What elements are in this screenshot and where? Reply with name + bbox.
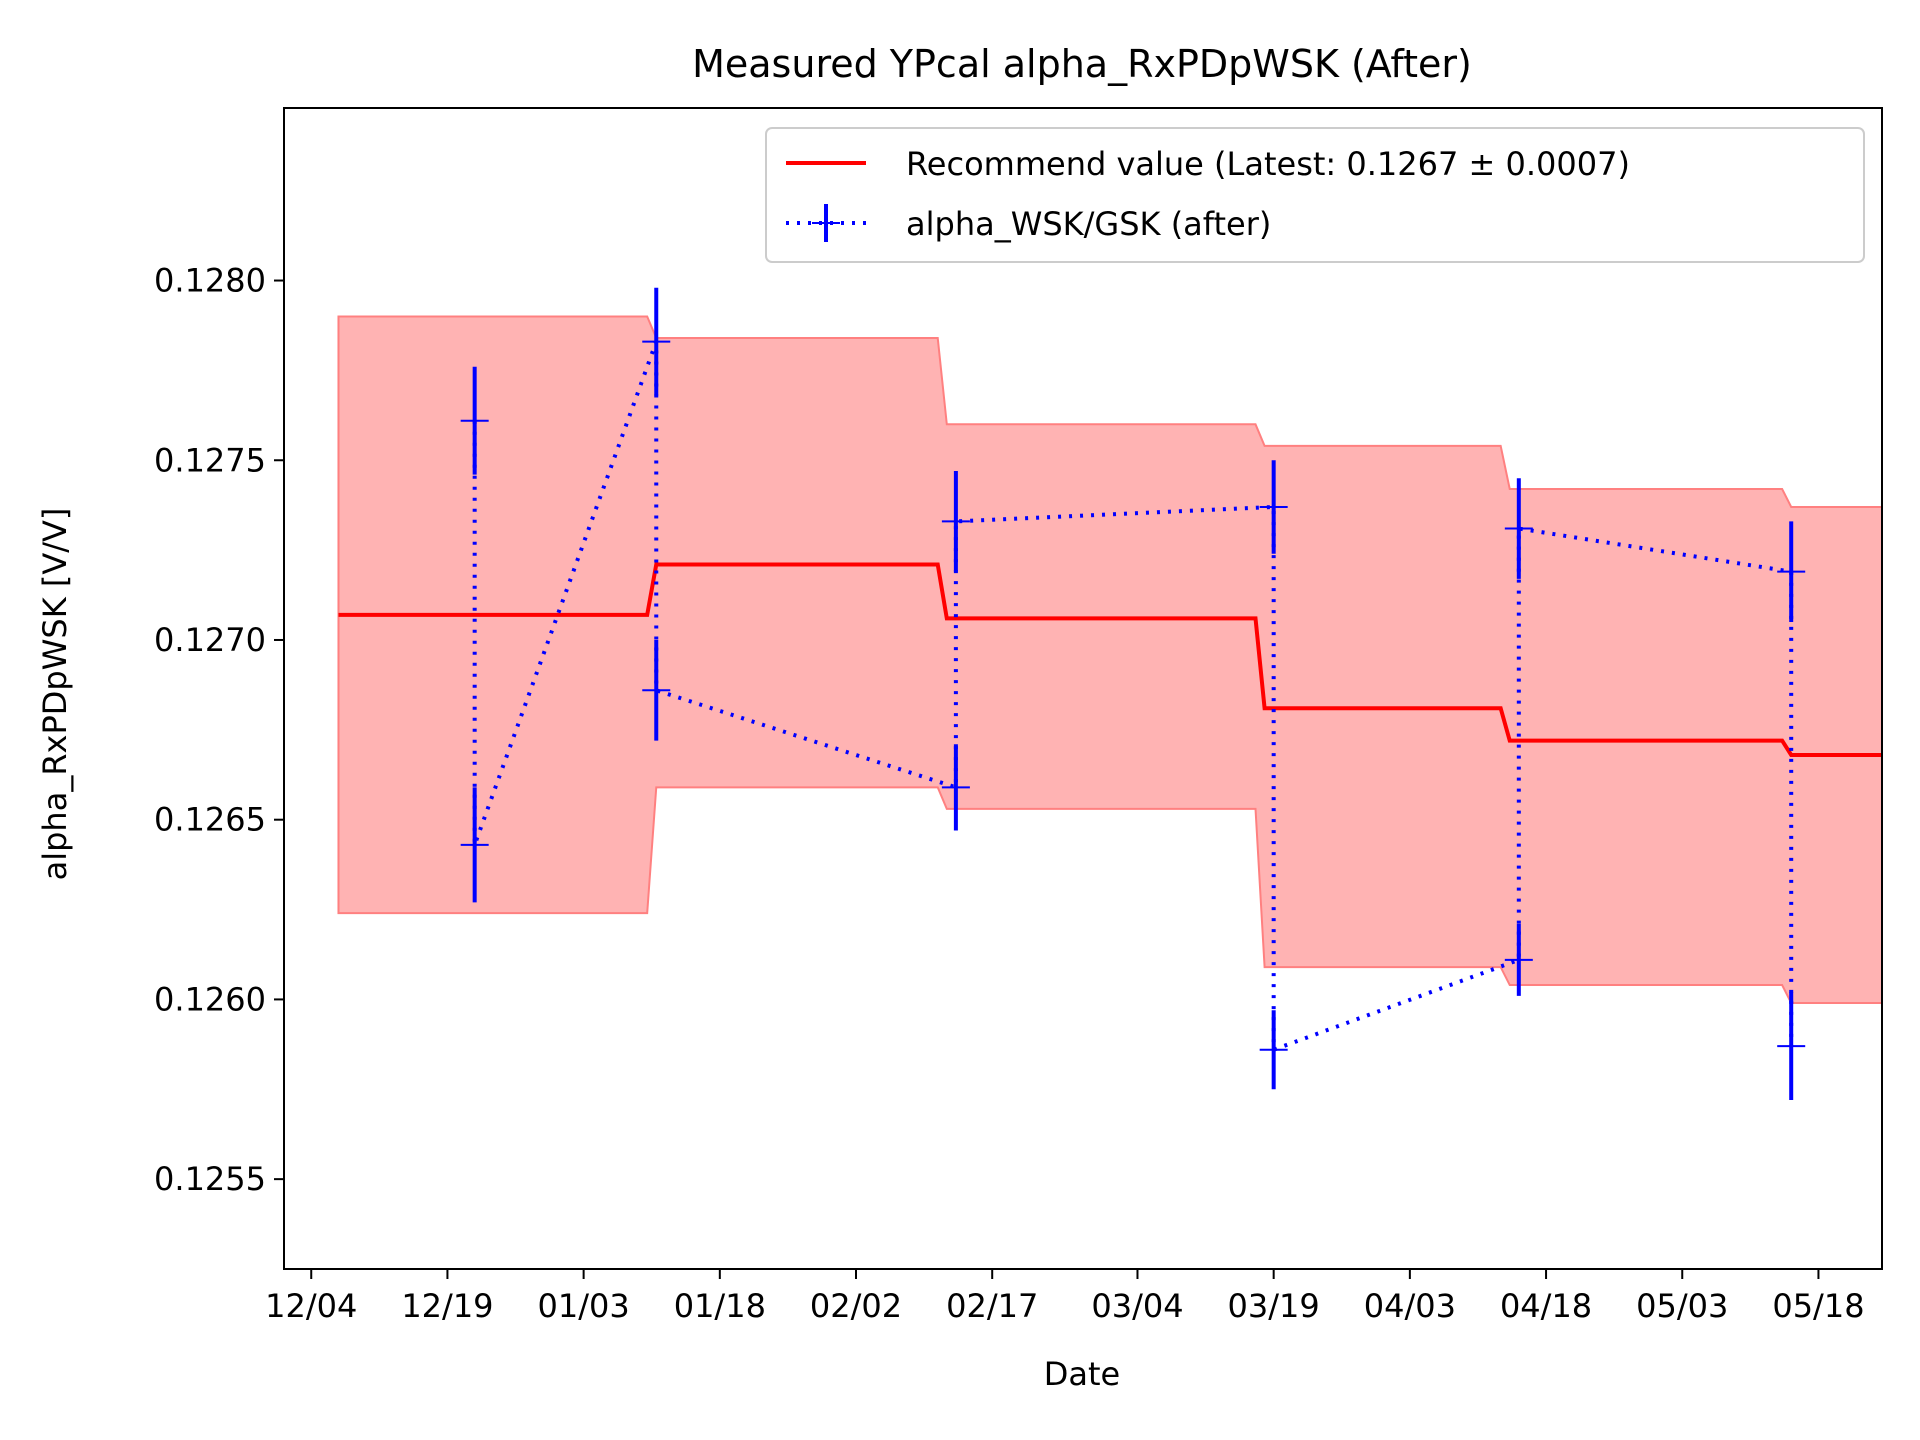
data-point-6 <box>1259 460 1288 554</box>
x-tick-label-9: 04/18 <box>1500 1287 1592 1325</box>
y-axis-label: alpha_RxPDpWSK [V/V] <box>36 508 74 881</box>
y-tick-label-4: 0.1275 <box>154 441 266 479</box>
x-tick-label-3: 01/18 <box>674 1287 766 1325</box>
data-point-8 <box>1504 923 1533 996</box>
data-point-1 <box>460 787 489 903</box>
data-point-3 <box>642 639 671 741</box>
data-point-10 <box>1777 521 1806 623</box>
legend-label-recommend: Recommend value (Latest: 0.1267 ± 0.0007… <box>906 145 1630 183</box>
data-point-11 <box>1777 992 1806 1101</box>
x-tick-label-5: 02/17 <box>946 1287 1038 1325</box>
axes-frame <box>283 107 1883 1270</box>
measurement-layer <box>460 287 1806 1101</box>
legend-box <box>765 127 1865 263</box>
y-tick-label-5: 0.1280 <box>154 262 266 300</box>
legend: Recommend value (Latest: 0.1267 ± 0.0007… <box>765 127 1865 263</box>
y-axis: 0.1255 0.1260 0.1265 0.1270 0.1275 0.1280 <box>154 262 284 1198</box>
x-tick-label-11: 05/18 <box>1772 1287 1864 1325</box>
data-point-4 <box>941 744 970 831</box>
data-point-5 <box>941 471 970 572</box>
plot-area <box>337 287 1883 1101</box>
data-point-2 <box>642 287 671 396</box>
legend-label-measured: alpha_WSK/GSK (after) <box>906 205 1271 243</box>
x-tick-label-1: 12/19 <box>401 1287 493 1325</box>
x-tick-label-8: 04/03 <box>1364 1287 1456 1325</box>
data-point-0 <box>460 366 489 475</box>
x-axis-label: Date <box>1044 1355 1120 1393</box>
x-tick-label-0: 12/04 <box>265 1287 357 1325</box>
y-tick-label-0: 0.1255 <box>154 1160 266 1198</box>
y-tick-label-2: 0.1265 <box>154 801 266 839</box>
x-tick-label-4: 02/02 <box>810 1287 902 1325</box>
x-tick-label-6: 03/04 <box>1091 1287 1183 1325</box>
x-tick-label-7: 03/19 <box>1228 1287 1320 1325</box>
x-tick-label-10: 05/03 <box>1636 1287 1728 1325</box>
y-tick-label-1: 0.1260 <box>154 980 266 1018</box>
data-point-9 <box>1504 478 1533 579</box>
chart-title: Measured YPcal alpha_RxPDpWSK (After) <box>692 42 1472 86</box>
measurement-dotted-line <box>472 340 1794 1053</box>
data-point-7 <box>1259 1010 1288 1090</box>
y-tick-label-3: 0.1270 <box>154 621 266 659</box>
x-tick-label-2: 01/03 <box>538 1287 630 1325</box>
x-axis: 12/04 12/19 01/03 01/18 02/02 02/17 03/04 03/19… <box>265 1269 1865 1325</box>
